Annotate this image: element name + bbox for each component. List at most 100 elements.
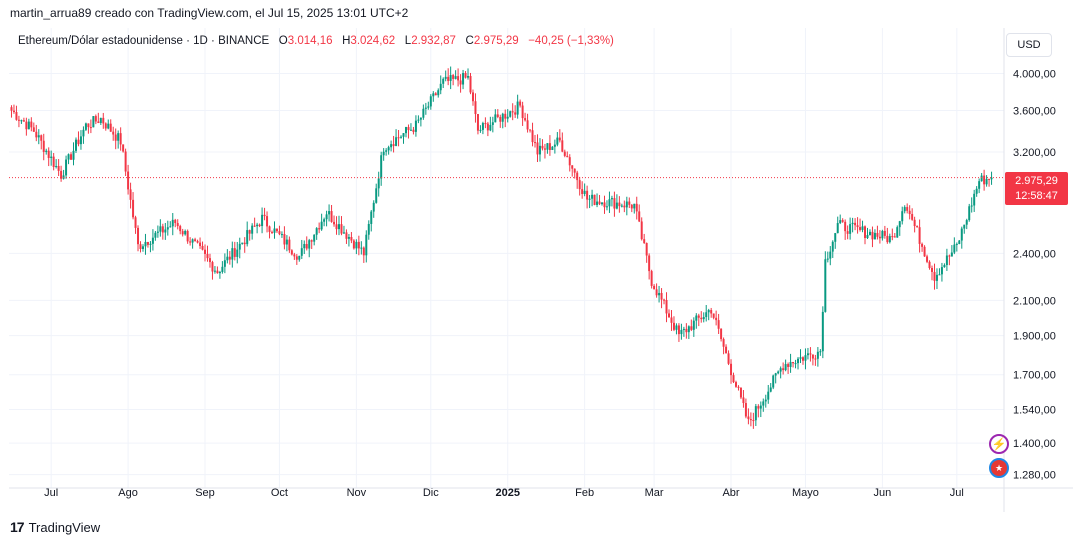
candle-body [27, 121, 30, 130]
candle-body [524, 118, 527, 121]
candle-body [60, 170, 63, 179]
candle-body [238, 243, 241, 250]
candle-body [77, 139, 80, 145]
candle-body [114, 134, 117, 141]
lightning-alert-icon[interactable]: ⚡ [989, 434, 1009, 454]
candle-body [541, 145, 544, 149]
candle-body [432, 93, 435, 97]
footer-brand[interactable]: 17 TradingView [10, 519, 100, 535]
candle-body [221, 266, 224, 272]
candle-body [596, 201, 599, 205]
candle-body [338, 224, 340, 230]
candle-body [672, 322, 675, 330]
candle-body [747, 416, 750, 420]
candle-body [362, 247, 365, 256]
candle-body [911, 214, 914, 220]
candle-body [333, 221, 336, 225]
candle-body [104, 123, 107, 129]
candle-body [457, 76, 460, 81]
candle-body [797, 358, 800, 364]
candle-body [841, 220, 844, 222]
candle-body [675, 325, 678, 330]
candle-body [30, 121, 33, 128]
candle-body [663, 299, 666, 301]
candle-body [400, 136, 403, 138]
candle-body [588, 198, 591, 200]
candle-body [305, 243, 308, 249]
x-tick-label: Abr [722, 487, 739, 499]
y-tick-label: 2.400,00 [1013, 248, 1056, 260]
candle-body [670, 317, 673, 323]
candle-body [739, 387, 742, 398]
candle-body [690, 326, 693, 330]
candle-body [300, 248, 303, 256]
candle-body [159, 226, 162, 232]
candle-body [762, 401, 765, 406]
candle-body [854, 222, 857, 226]
symbol-title[interactable]: Ethereum/Dólar estadounidense · 1D · BIN… [18, 35, 270, 47]
candle-body [787, 364, 790, 367]
candle-body [201, 246, 204, 250]
candle-body [360, 247, 363, 249]
candle-body [665, 300, 668, 314]
candle-body [489, 124, 492, 131]
candle-body [347, 237, 350, 239]
candle-body [866, 235, 869, 239]
candle-body [134, 217, 137, 228]
candle-body [978, 181, 981, 189]
candle-body [320, 221, 323, 230]
candle-body [385, 150, 388, 152]
candle-body [137, 227, 140, 245]
candle-body [509, 111, 512, 117]
candle-body [213, 270, 216, 272]
open-value: 3.014,16 [287, 35, 333, 47]
candle-body [849, 224, 852, 234]
candle-body [365, 234, 368, 256]
candle-body [241, 242, 244, 244]
candle-body [695, 315, 698, 321]
candle-body [372, 202, 375, 212]
candle-body [335, 224, 338, 230]
candle-body [422, 108, 425, 118]
candle-body [514, 112, 517, 115]
candle-body [499, 116, 502, 122]
candle-body [710, 310, 713, 314]
candle-body [851, 222, 854, 225]
candle-body [727, 353, 730, 364]
candle-body [129, 189, 132, 200]
candle-body [223, 260, 226, 267]
candle-body [680, 329, 683, 335]
candle-body [677, 325, 680, 335]
candlestick-chart[interactable]: 4.000,00 3.600,00 3.200,00 2.400,00 2.100,00… [9, 28, 1073, 512]
candle-body [603, 202, 606, 208]
candle-body [777, 371, 780, 374]
candle-body [330, 211, 333, 222]
candle-body [122, 144, 125, 152]
candle-body [271, 231, 274, 233]
chart-frame: 4.000,00 3.600,00 3.200,00 2.400,00 2.100,00… [9, 28, 1073, 512]
candle-body [481, 123, 484, 130]
currency-button[interactable]: USD [1006, 33, 1052, 57]
candle-body [846, 231, 849, 234]
candle-body [102, 117, 105, 124]
candle-body [965, 220, 968, 225]
candle-body [283, 234, 286, 245]
candle-body [908, 210, 911, 215]
candle-body [516, 101, 519, 115]
candle-body [553, 144, 556, 147]
candle-body [876, 232, 879, 237]
candle-body [342, 232, 345, 234]
candle-body [226, 256, 229, 261]
candle-body [146, 241, 149, 245]
country-flag-icon[interactable]: ★ [989, 458, 1009, 478]
low-value: 2.932,87 [411, 35, 456, 47]
candle-body [821, 311, 824, 352]
candle-body [328, 211, 331, 215]
candle-body [171, 219, 174, 227]
candle-body [538, 145, 541, 155]
candle-body [151, 237, 154, 244]
candle-body [442, 78, 445, 84]
candle-body [618, 202, 621, 207]
candle-body [561, 140, 564, 152]
candle-body [682, 328, 685, 330]
